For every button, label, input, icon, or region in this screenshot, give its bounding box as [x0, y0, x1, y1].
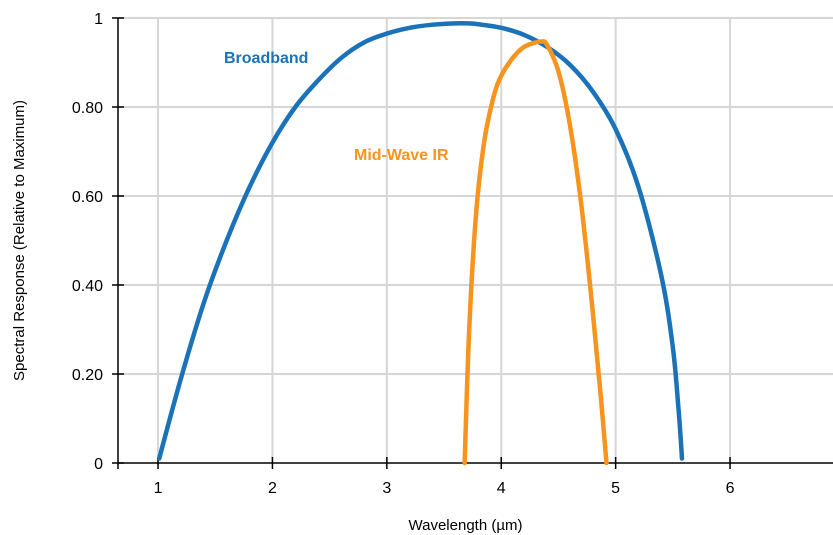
y-axis-title: Spectral Response (Relative to Maximum): [11, 100, 28, 381]
y-tick-label: 0.80: [72, 100, 103, 117]
x-tick-label: 1: [154, 480, 163, 497]
series-layer: [156, 20, 685, 466]
y-tick-label: 0.60: [72, 189, 103, 206]
x-tick-label: 3: [382, 480, 391, 497]
series-line-broadband: [156, 20, 685, 461]
x-tick-label: 4: [497, 480, 506, 497]
series-line-mid-wave-ir: [462, 39, 609, 466]
x-tick-label: 2: [268, 480, 277, 497]
x-tick-label: 5: [611, 480, 620, 497]
x-axis-title: Wavelength (µm): [409, 517, 523, 534]
y-tick-label: 0: [94, 456, 103, 473]
axis-layer: 1 2 3 4 5 6 0 0.20 0.40 0.60 0.80 1: [72, 11, 833, 497]
x-tick-label: 6: [726, 480, 735, 497]
y-tick-label: 0.20: [72, 367, 103, 384]
series-label-mid-wave-ir: Mid-Wave IR: [354, 147, 449, 164]
label-layer: Wavelength (µm) Spectral Response (Relati…: [11, 50, 522, 534]
y-tick-label: 0.40: [72, 278, 103, 295]
series-label-broadband: Broadband: [224, 50, 308, 67]
y-tick-label: 1: [94, 11, 103, 28]
